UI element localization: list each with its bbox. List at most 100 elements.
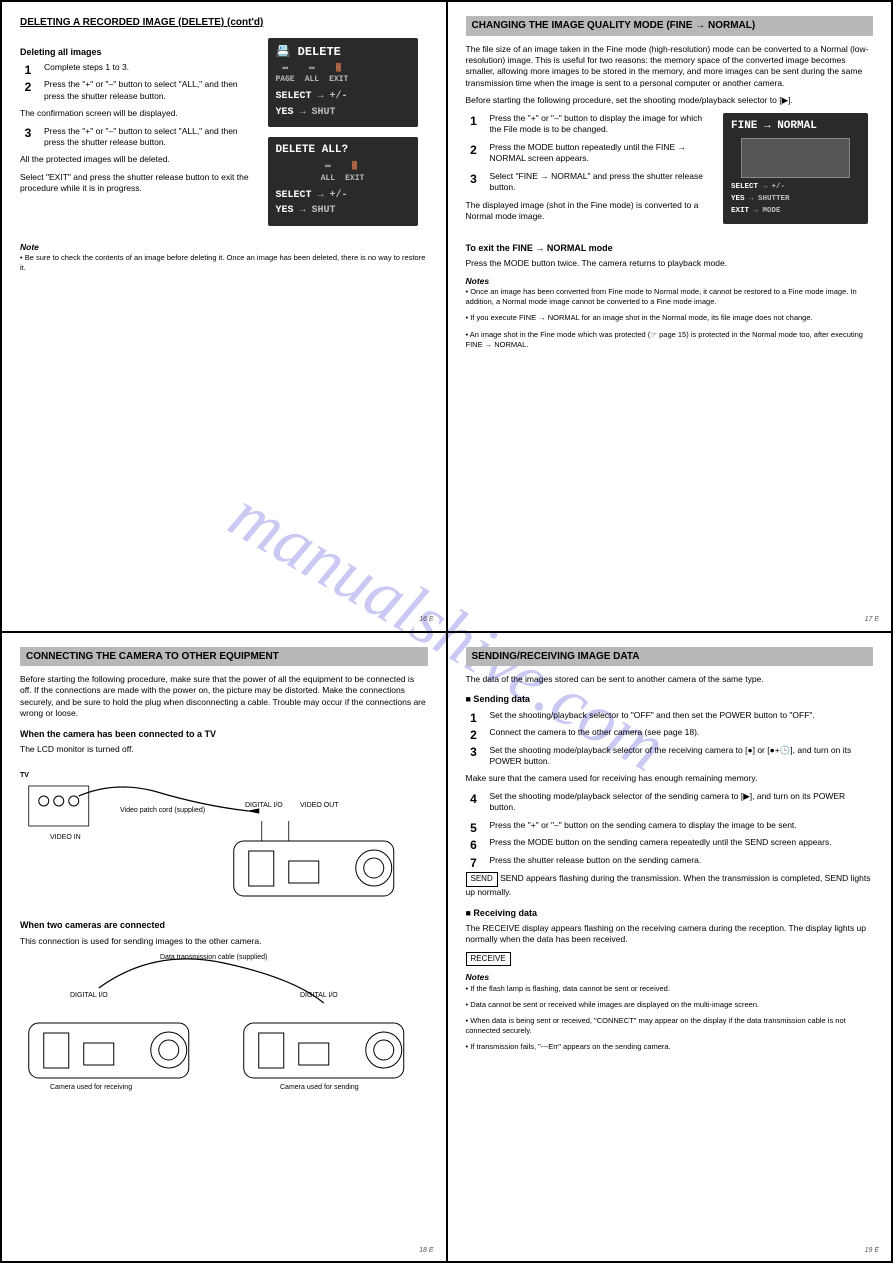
send-note-3: • When data is being sent or received, "…: [466, 1016, 874, 1036]
step-text: Press the "+" or "–" button to select "A…: [44, 126, 238, 147]
label-video-out: VIDEO OUT: [300, 801, 339, 810]
send-notes-head: Notes: [466, 972, 874, 983]
step-number: 1: [466, 710, 482, 726]
lcd1-icon-page: PAGE: [276, 75, 295, 86]
fine-normal-bar: CHANGING THE IMAGE QUALITY MODE (FINE → …: [466, 16, 874, 36]
label-tv: TV: [20, 771, 29, 780]
label-camera-sending: Camera used for sending: [280, 1083, 359, 1092]
lcd1-select-key: → +/-: [318, 91, 348, 102]
fine-notes-head: Notes: [466, 276, 874, 287]
step-text: Select "FINE → NORMAL" and press the shu…: [490, 171, 703, 192]
fine-step-3-after: The displayed image (shot in the Fine mo…: [466, 200, 714, 223]
delete-note-head: Note: [20, 242, 428, 253]
lcd1-title: DELETE: [298, 45, 341, 59]
delete-title: DELETING A RECORDED IMAGE (DELETE) (cont…: [20, 16, 428, 30]
step-text: Press the "+" or "–" button on the sendi…: [490, 820, 797, 830]
delete-step-1: 1 Complete steps 1 to 3.: [20, 62, 258, 73]
label-video-cable: Video patch cord (supplied): [120, 806, 205, 815]
send-note-1: • If the flash lamp is flashing, data ca…: [466, 984, 874, 994]
lcd1-icon-exit: EXIT: [329, 75, 348, 86]
fine-note-3: • An image shot in the Fine mode which w…: [466, 330, 874, 350]
fine-step-1: 1 Press the "+" or "–" button to display…: [466, 113, 714, 136]
send-step-5: 5 Press the "+" or "–" button on the sen…: [466, 820, 874, 831]
step-number: 2: [466, 727, 482, 743]
delete-step-3-after2: Select "EXIT" and press the shutter rele…: [20, 172, 258, 195]
lcd2-icon-exit: EXIT: [345, 174, 364, 185]
lcd-delete-menu: 📇 DELETE ▭PAGE ▭ALL 🚪EXIT SELECT → +/- Y…: [268, 38, 418, 128]
tv-connection-svg: [20, 761, 428, 911]
lcd2-yes-key: → SHUT: [300, 205, 336, 216]
step-number: 1: [20, 62, 36, 78]
send-step-3: 3 Set the shooting mode/playback selecto…: [466, 745, 874, 768]
step-text: Set the shooting mode/playback selector …: [490, 791, 846, 812]
send-note-2: • Data cannot be sent or received while …: [466, 1000, 874, 1010]
connect-tv-head: When the camera has been connected to a …: [20, 728, 428, 740]
connect-intro: Before starting the following procedure,…: [20, 674, 428, 720]
fine-note-1: • Once an image has been converted from …: [466, 287, 874, 307]
step-text: Set the shooting mode/playback selector …: [490, 745, 852, 766]
connect-tv-body: The LCD monitor is turned off.: [20, 744, 428, 755]
lcd-fine-normal: FINE → NORMAL SELECT → +/- YES → SHUTTER…: [723, 113, 868, 224]
send-step-4: 4 Set the shooting mode/playback selecto…: [466, 791, 874, 814]
send-indicator-box: SEND: [466, 872, 498, 887]
lcd-fine-title: FINE → NORMAL: [731, 120, 817, 132]
lcd2-select: SELECT: [276, 190, 312, 201]
lcd1-yes: YES: [276, 107, 294, 118]
lcd2-select-key: → +/-: [318, 190, 348, 201]
lcd2-yes: YES: [276, 205, 294, 216]
lcd1-yes-key: → SHUT: [300, 107, 336, 118]
step-text: Connect the camera to the other camera (…: [490, 727, 700, 737]
fine-exit-body: Press the MODE button twice. The camera …: [466, 258, 874, 269]
lcd-fine-select-key: → +/-: [763, 183, 786, 191]
step-text: Complete steps 1 to 3.: [44, 62, 129, 72]
label-video-in: VIDEO IN: [50, 833, 81, 842]
lcd2-title: DELETE ALL?: [276, 144, 349, 156]
lcd1-select: SELECT: [276, 91, 312, 102]
delete-step-3: 3 Press the "+" or "–" button to select …: [20, 126, 258, 149]
fine-intro2: Before starting the following procedure,…: [466, 95, 874, 106]
step-number: 4: [466, 791, 482, 807]
lcd2-icon-all: ALL: [321, 174, 335, 185]
fine-note-2: • If you execute FINE → NORMAL for an im…: [466, 313, 874, 323]
connect-bar: CONNECTING THE CAMERA TO OTHER EQUIPMENT: [20, 647, 428, 667]
step-number: 6: [466, 837, 482, 853]
label-dio-rec2: DIGITAL I/O: [300, 991, 338, 1000]
lcd-fine-exit-key: → MODE: [754, 207, 781, 215]
step-text: Press the MODE button repeatedly until t…: [490, 142, 687, 163]
receive-indicator-box: RECEIVE: [466, 952, 511, 967]
label-dio-rec1: DIGITAL I/O: [70, 991, 108, 1000]
send-step-3-after: Make sure that the camera used for recei…: [466, 773, 874, 784]
step-number: 3: [466, 171, 482, 187]
fine-step-3: 3 Select "FINE → NORMAL" and press the s…: [466, 171, 714, 194]
fine-intro1: The file size of an image taken in the F…: [466, 44, 874, 90]
label-camera-receiving: Camera used for receiving: [50, 1083, 132, 1092]
step-number: 3: [466, 745, 482, 761]
page-number: 16 E: [419, 615, 433, 624]
send-step-7-after: SEND appears flashing during the transmi…: [466, 873, 871, 897]
step-text: Press the "+" or "–" button to select "A…: [44, 79, 238, 100]
send-note-4: • If transmission fails, "---Err" appear…: [466, 1042, 874, 1052]
diagram-camera-to-tv: TV VIDEO IN: [20, 761, 428, 911]
step-number: 1: [466, 113, 482, 129]
connect-two-body: This connection is used for sending imag…: [20, 936, 428, 947]
lcd1-icon-all: ALL: [305, 75, 319, 86]
diagram-camera-to-camera: Data transmission cable (supplied) DIGIT…: [20, 953, 428, 1113]
send-intro: The data of the images stored can be sen…: [466, 674, 874, 685]
step-number: 2: [466, 142, 482, 158]
lcd-fine-exit: EXIT: [731, 207, 749, 215]
send-bar: SENDING/RECEIVING IMAGE DATA: [466, 647, 874, 667]
page-number: 17 E: [865, 615, 879, 624]
send-sub-heading: ■ Sending data: [466, 693, 874, 705]
deleting-all-heading: Deleting all images: [20, 46, 258, 58]
delete-step-2-after: The confirmation screen will be displaye…: [20, 108, 258, 119]
page-number: 18 E: [419, 1246, 433, 1255]
receive-sub-heading: ■ Receiving data: [466, 907, 874, 919]
label-digital-io: DIGITAL I/O: [245, 801, 283, 810]
quadrant-connecting: CONNECTING THE CAMERA TO OTHER EQUIPMENT…: [1, 632, 447, 1263]
step-text: Press the "+" or "–" button to display t…: [490, 113, 703, 134]
delete-note-body: • Be sure to check the contents of an im…: [20, 253, 428, 273]
step-number: 2: [20, 79, 36, 95]
step-number: 7: [466, 855, 482, 871]
fine-exit-head: To exit the FINE → NORMAL mode: [466, 242, 874, 254]
delete-step-2: 2 Press the "+" or "–" button to select …: [20, 79, 258, 102]
